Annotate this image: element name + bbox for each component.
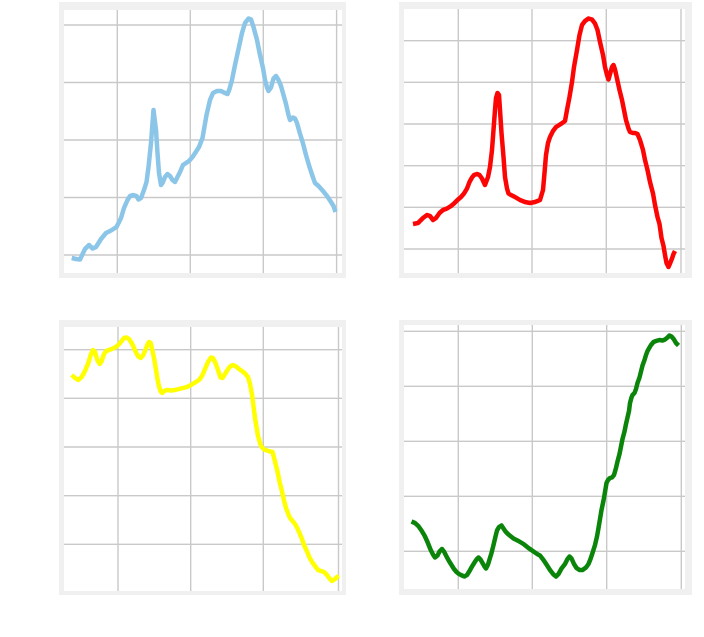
chart-bottom-right xyxy=(399,320,692,595)
line-chart-svg-bottom-left xyxy=(64,327,342,591)
plot-area-top-right xyxy=(404,9,685,273)
gridlines-bottom-left xyxy=(64,327,342,591)
gridlines-bottom-right xyxy=(404,325,685,589)
gridlines-top-right xyxy=(404,9,685,273)
line-chart-svg-bottom-right xyxy=(404,325,685,589)
plot-area-top-left xyxy=(64,10,342,273)
plot-area-bottom-right xyxy=(404,325,685,589)
chart-bottom-left xyxy=(59,320,346,595)
plot-area-bottom-left xyxy=(64,327,342,591)
series-line-dark-green-series xyxy=(410,333,681,579)
series-line-sky-blue-series xyxy=(71,16,338,262)
line-chart-svg-top-left xyxy=(64,10,342,273)
line-chart-svg-top-right xyxy=(404,9,685,273)
chart-top-left xyxy=(59,2,346,278)
chart-top-right xyxy=(399,2,692,278)
series-line-yellow-series xyxy=(70,335,341,584)
series-line-red-series xyxy=(412,16,678,270)
